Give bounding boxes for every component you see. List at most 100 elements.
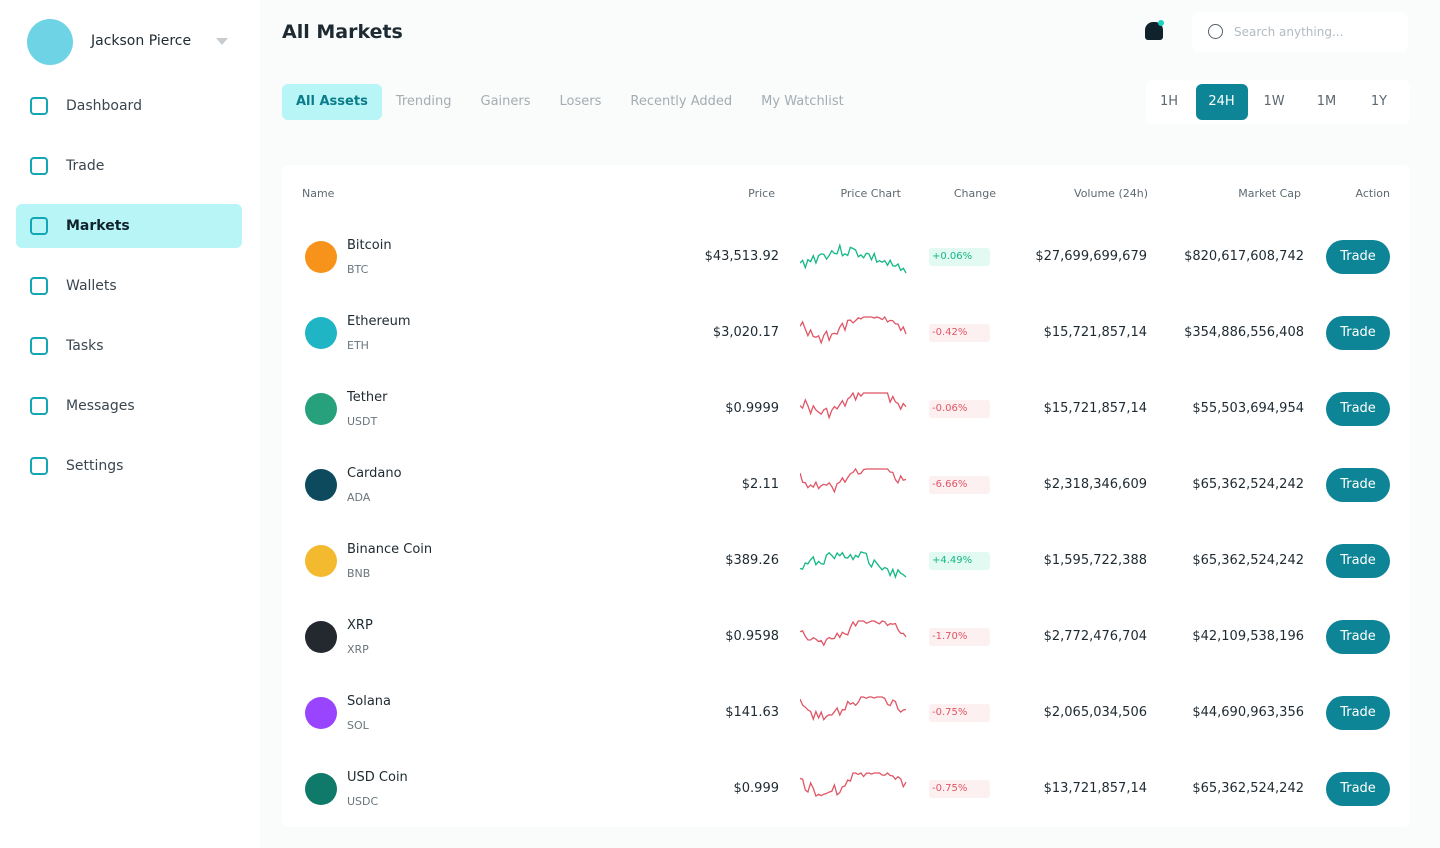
period-button[interactable]: 1Y [1370,94,1388,109]
coin-icon [305,469,337,501]
filter-tab[interactable]: Trending [395,94,452,109]
nav-label: Trade [66,158,105,174]
coin-name: Bitcoin [347,238,392,253]
coin-symbol: USDT [347,415,378,428]
sparkline [800,315,907,345]
column-header: Market Cap [1238,187,1301,200]
search-box[interactable]: Search anything... [1192,12,1408,52]
coin-icon [305,241,337,273]
coin-name: Cardano [347,466,402,481]
change-badge: +4.49% [929,552,990,570]
notification-dot [1158,20,1164,26]
price: $141.63 [725,705,779,720]
change-badge: -6.66% [929,476,990,494]
nav-item[interactable]: Wallets [16,264,242,308]
coin-name: USD Coin [347,770,408,785]
market-cap: $65,362,524,242 [1192,477,1304,492]
price: $2.11 [741,477,779,492]
sparkline [800,551,907,579]
sparkline-path [800,696,907,722]
trade-button[interactable]: Trade [1326,468,1390,502]
volume: $15,721,857,14 [1043,401,1147,416]
sparkline-path [800,391,907,420]
column-header: Price Chart [840,187,901,200]
sparkline-path [800,467,907,494]
column-header: Price [748,187,775,200]
period-bar [1146,80,1410,124]
coin-symbol: XRP [347,643,369,656]
coin-icon [305,393,337,425]
trade-button[interactable]: Trade [1326,620,1390,654]
filter-tab[interactable]: Losers [559,94,602,109]
filter-tab[interactable]: My Watchlist [761,94,844,109]
period-button[interactable]: 1H [1159,94,1179,109]
column-header: Name [302,187,335,200]
coin-name: Ethereum [347,314,411,329]
sparkline-path [800,315,907,345]
coin-symbol: BTC [347,263,369,276]
sparkline [800,620,907,647]
nav-label: Markets [66,218,130,234]
column-header: Change [953,187,996,200]
volume: $27,699,699,679 [1035,249,1147,264]
volume: $15,721,857,14 [1043,325,1147,340]
nav-label: Wallets [66,278,117,294]
coin-name: Solana [347,694,391,709]
filter-tab[interactable]: Gainers [480,94,531,109]
market-cap: $354,886,556,408 [1184,325,1304,340]
nav-item[interactable]: Dashboard [16,84,242,128]
trade-button[interactable]: Trade [1326,544,1390,578]
nav-item[interactable]: Trade [16,144,242,188]
coin-icon [305,697,337,729]
change-badge: -0.75% [929,704,990,722]
nav-item[interactable]: Tasks [16,324,242,368]
nav-item[interactable]: Messages [16,384,242,428]
avatar[interactable] [27,19,73,65]
trade-button[interactable]: Trade [1326,696,1390,730]
market-cap: $65,362,524,242 [1192,553,1304,568]
change-badge: -0.06% [929,400,990,418]
change-badge: -0.42% [929,324,990,342]
search-icon [1208,24,1223,39]
price: $0.9999 [725,401,779,416]
coin-symbol: ADA [347,491,371,504]
trade-button[interactable]: Trade [1326,240,1390,274]
trade-button[interactable]: Trade [1326,316,1390,350]
trade-button[interactable]: Trade [1326,772,1390,806]
trade-button[interactable]: Trade [1326,392,1390,426]
price: $0.999 [733,781,780,796]
coin-icon [305,773,337,805]
dropdown-arrow[interactable] [216,38,228,45]
volume: $2,065,034,506 [1043,705,1147,720]
nav-icon [30,397,48,415]
nav-item[interactable]: Markets [16,204,242,248]
market-cap: $44,690,963,356 [1192,705,1304,720]
market-cap: $820,617,608,742 [1184,249,1304,264]
period-button[interactable]: 24H [1195,84,1248,120]
sparkline [800,243,907,274]
price: $389.26 [725,553,779,568]
period-button[interactable]: 1M [1316,94,1337,109]
sparkline-path [800,620,907,647]
nav-icon [30,157,48,175]
nav-icon [30,277,48,295]
filter-tab[interactable]: Recently Added [630,94,733,109]
user-name[interactable]: Jackson Pierce [91,33,192,49]
sparkline [800,772,907,797]
volume: $2,318,346,609 [1043,477,1147,492]
notification-bell[interactable] [1145,22,1163,40]
nav-icon [30,217,48,235]
markets-table [282,165,1410,827]
sparkline-path [800,772,907,797]
price: $0.9598 [725,629,779,644]
nav-label: Messages [66,398,135,414]
coin-icon [305,317,337,349]
sparkline-path [800,243,907,274]
change-badge: +0.06% [929,248,990,266]
nav-item[interactable]: Settings [16,444,242,488]
period-button[interactable]: 1W [1263,94,1285,109]
market-cap: $42,109,538,196 [1192,629,1304,644]
coin-symbol: SOL [347,719,369,732]
coin-name: Binance Coin [347,542,433,557]
filter-tab[interactable]: All Assets [282,84,382,120]
